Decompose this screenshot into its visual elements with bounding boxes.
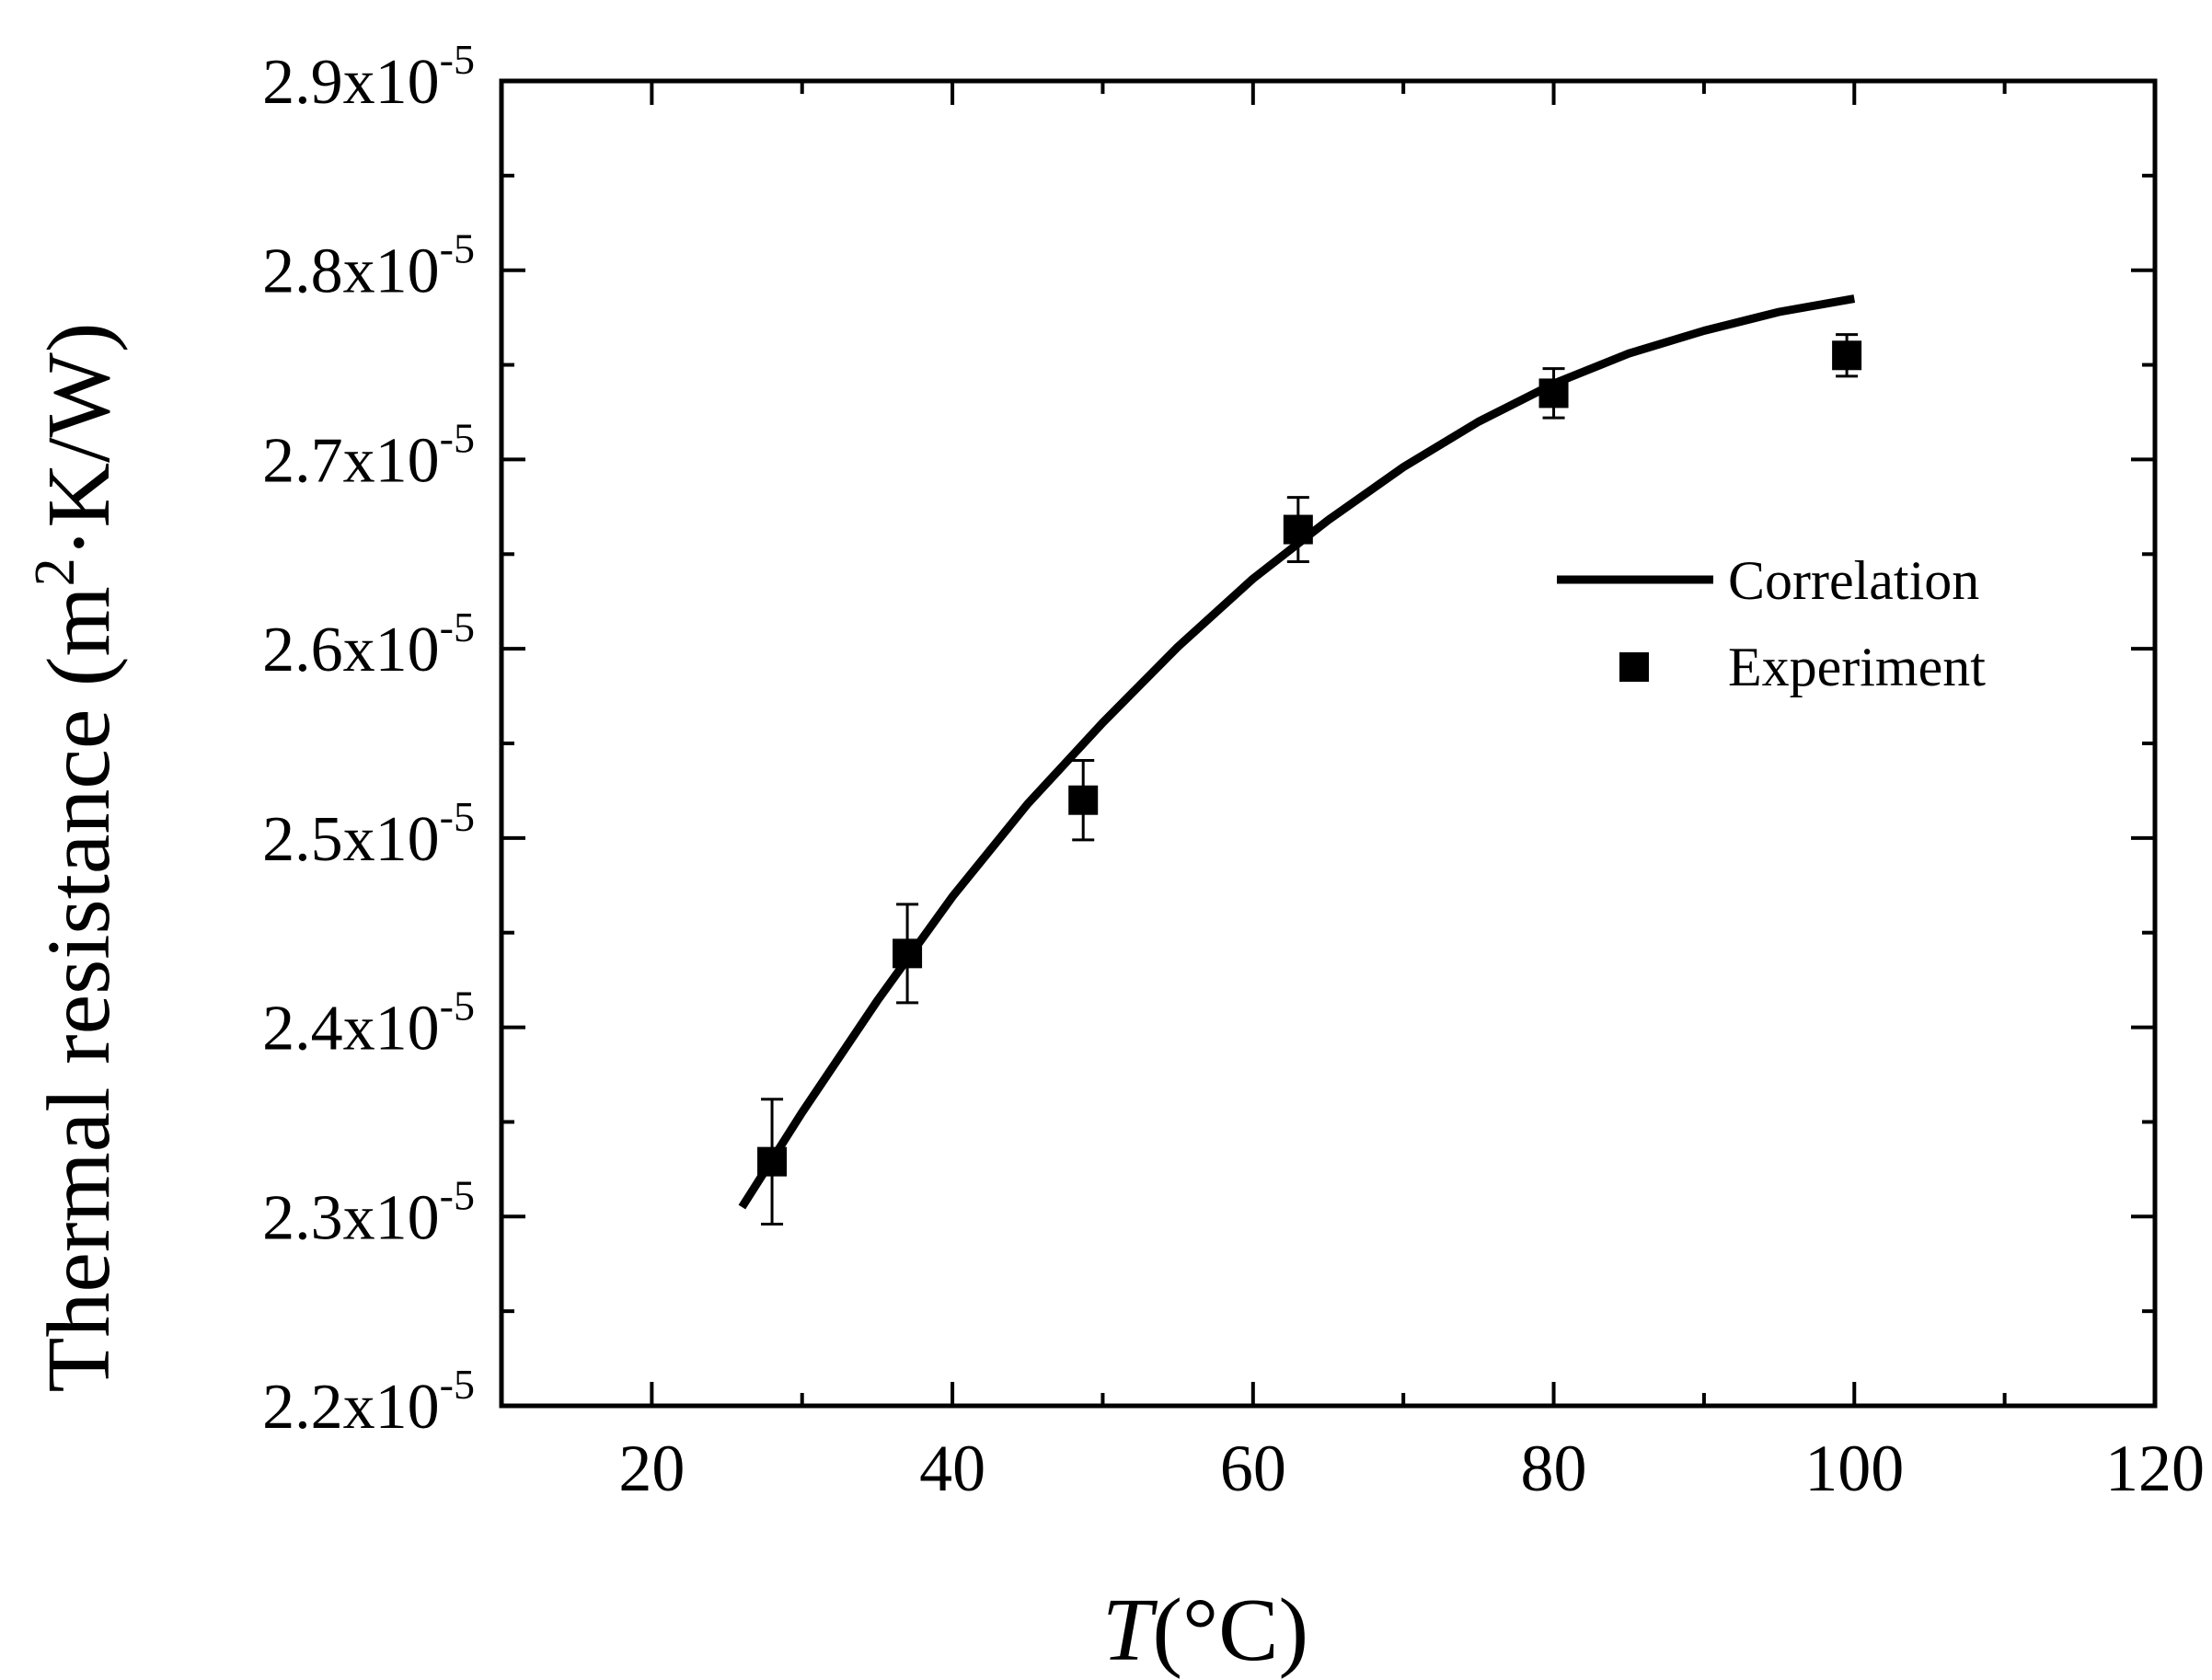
- y-tick-label: 2.5x10-5: [262, 793, 475, 875]
- legend: Correlation Experiment: [1557, 550, 1986, 697]
- experiment-point: [1538, 378, 1569, 408]
- y-tick-exponent: -5: [440, 414, 475, 461]
- y-tick-mantissa: 2.2x10: [262, 1372, 440, 1443]
- x-axis-label: T(°C): [1102, 1581, 1308, 1680]
- y-tick-label: 2.9x10-5: [262, 36, 475, 118]
- x-tick-label: 60: [1220, 1432, 1286, 1505]
- x-axis-label-unit: (°C): [1152, 1581, 1308, 1680]
- y-tick-label: 2.7x10-5: [262, 414, 475, 496]
- y-tick-mantissa: 2.7x10: [262, 425, 440, 496]
- correlation-line: [738, 294, 1856, 1210]
- legend-correlation-label: Correlation: [1728, 550, 1979, 611]
- x-tick-label: 80: [1521, 1432, 1587, 1505]
- x-tick-label: 120: [2105, 1432, 2205, 1505]
- y-axis-label-main: Thermal resistance (m: [29, 586, 129, 1392]
- y-axis-label-tail: ·K/W): [29, 323, 129, 558]
- y-tick-mantissa: 2.6x10: [262, 615, 440, 685]
- legend-experiment-label: Experiment: [1728, 637, 1986, 697]
- y-tick-exponent: -5: [440, 225, 475, 272]
- experiment-point: [757, 1146, 788, 1177]
- y-tick-label: 2.4x10-5: [262, 983, 475, 1064]
- y-tick-exponent: -5: [440, 36, 475, 83]
- plot-frame: [499, 78, 2158, 1409]
- y-axis-label-sup: 2: [24, 558, 86, 586]
- y-tick-label: 2.6x10-5: [262, 604, 475, 685]
- y-axis-label: Thermal resistance (m2·K/W): [24, 323, 129, 1393]
- axes-layer: 20 40 60 80 100 1202.2x10-52.3x10-52.4x10-52.…: [262, 36, 2205, 1505]
- y-tick-mantissa: 2.3x10: [262, 1182, 440, 1253]
- y-tick-exponent: -5: [440, 1171, 475, 1218]
- x-tick-label: 20: [618, 1432, 685, 1505]
- x-tick-label: 40: [919, 1432, 985, 1505]
- y-tick-exponent: -5: [440, 983, 475, 1030]
- y-tick-mantissa: 2.4x10: [262, 994, 440, 1064]
- y-tick-exponent: -5: [440, 793, 475, 840]
- experiment-point: [1832, 340, 1862, 371]
- y-tick-exponent: -5: [440, 604, 475, 650]
- y-tick-label: 2.3x10-5: [262, 1171, 475, 1253]
- y-tick-mantissa: 2.9x10: [262, 47, 440, 118]
- x-tick-label: 100: [1804, 1432, 1904, 1505]
- y-tick-label: 2.8x10-5: [262, 225, 475, 307]
- y-tick-label: 2.2x10-5: [262, 1361, 475, 1443]
- y-tick-mantissa: 2.5x10: [262, 804, 440, 875]
- experiment-point: [1068, 785, 1099, 815]
- experiment-point: [1283, 514, 1313, 545]
- y-tick-exponent: -5: [440, 1361, 475, 1408]
- y-tick-mantissa: 2.8x10: [262, 236, 440, 307]
- legend-experiment-swatch: [1619, 652, 1649, 682]
- experiment-point: [893, 938, 923, 969]
- x-axis-label-variable: T: [1102, 1581, 1158, 1680]
- series-layer: [738, 294, 1862, 1226]
